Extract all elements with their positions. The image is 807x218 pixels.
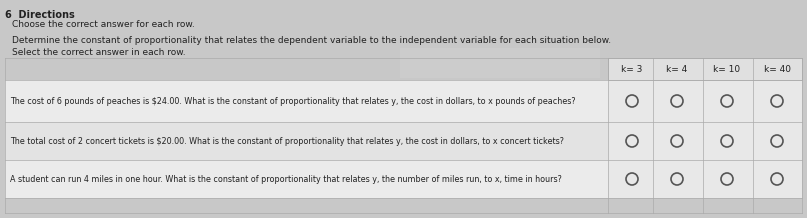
- Bar: [608, 122, 802, 160]
- Text: k= 40: k= 40: [763, 65, 791, 73]
- Text: k= 3: k= 3: [621, 65, 642, 73]
- Text: The total cost of 2 concert tickets is $20.00. What is the constant of proportio: The total cost of 2 concert tickets is $…: [10, 136, 564, 145]
- Bar: [5, 80, 802, 122]
- Bar: [608, 160, 802, 198]
- Text: Choose the correct answer for each row.: Choose the correct answer for each row.: [12, 20, 194, 29]
- Text: Select the correct answer in each row.: Select the correct answer in each row.: [12, 48, 186, 57]
- Bar: [5, 122, 802, 160]
- Text: k= 4: k= 4: [667, 65, 688, 73]
- Text: Determine the constant of proportionality that relates the dependent variable to: Determine the constant of proportionalit…: [12, 36, 611, 45]
- Bar: [5, 160, 802, 198]
- Text: k= 10: k= 10: [713, 65, 741, 73]
- Bar: [608, 80, 802, 122]
- Text: A student can run 4 miles in one hour. What is the constant of proportionality t: A student can run 4 miles in one hour. W…: [10, 174, 562, 184]
- Bar: [400, 48, 600, 78]
- Bar: [608, 58, 802, 80]
- Text: The cost of 6 pounds of peaches is $24.00. What is the constant of proportionali: The cost of 6 pounds of peaches is $24.0…: [10, 97, 575, 106]
- Text: 6  Directions: 6 Directions: [5, 10, 75, 20]
